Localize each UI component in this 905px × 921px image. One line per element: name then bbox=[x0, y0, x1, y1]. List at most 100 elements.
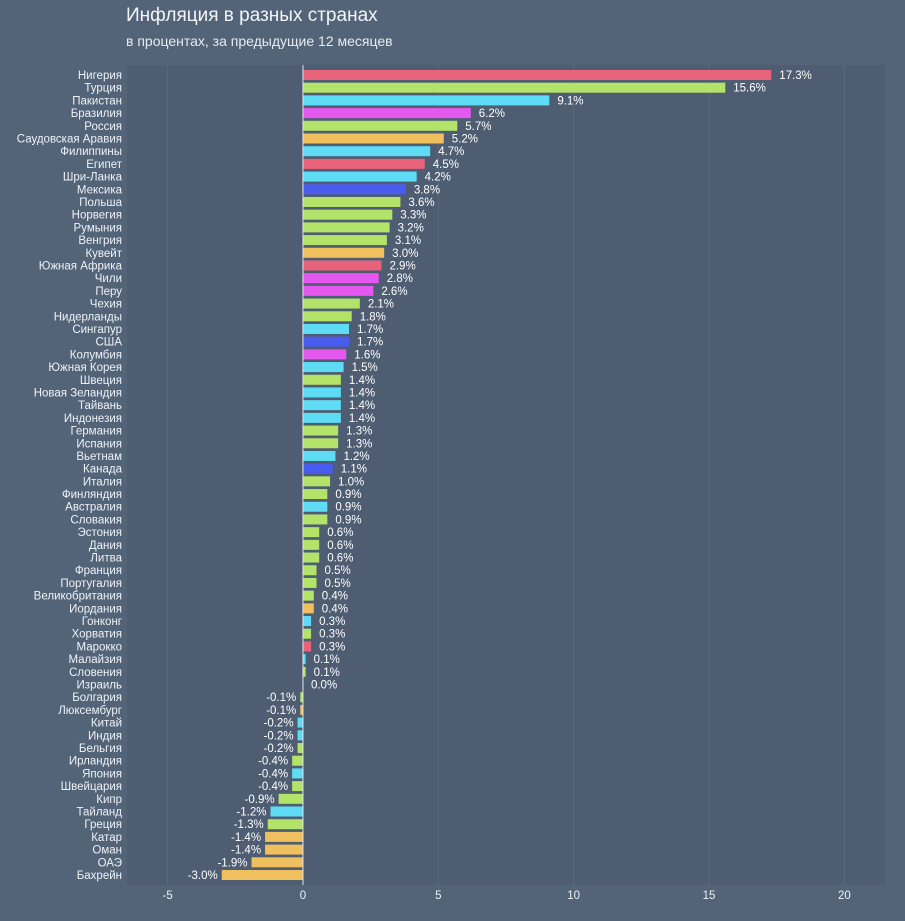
value-label: 4.7% bbox=[438, 146, 464, 158]
category-labels: НигерияТурцияПакистанБразилияРоссияСаудо… bbox=[17, 70, 123, 882]
value-label: 1.6% bbox=[354, 349, 380, 361]
category-label: Южная Корея bbox=[48, 362, 122, 374]
bar bbox=[302, 527, 320, 538]
bar bbox=[302, 412, 341, 423]
category-label: Великобритания bbox=[34, 591, 122, 603]
value-label: -0.4% bbox=[258, 781, 288, 793]
category-label: Венгрия bbox=[78, 235, 122, 247]
category-label: Россия bbox=[84, 121, 122, 133]
value-label: 2.9% bbox=[389, 260, 415, 272]
category-label: Нидерланды bbox=[54, 311, 122, 323]
bar bbox=[297, 743, 303, 754]
value-label: 1.1% bbox=[341, 464, 367, 476]
bar bbox=[302, 603, 314, 614]
bar bbox=[292, 781, 303, 792]
value-label: 0.1% bbox=[314, 667, 340, 679]
category-label: Чили bbox=[95, 273, 122, 285]
value-label: 0.0% bbox=[311, 680, 337, 692]
category-label: Южная Африка bbox=[39, 260, 123, 272]
value-label: 0.9% bbox=[335, 489, 361, 501]
category-label: Болгария bbox=[72, 692, 122, 704]
category-label: Пакистан bbox=[72, 95, 122, 107]
category-label: Тайвань bbox=[78, 400, 122, 412]
category-label: Германия bbox=[70, 426, 122, 438]
bar bbox=[302, 374, 341, 385]
category-label: Сингапур bbox=[72, 324, 122, 336]
bar bbox=[270, 806, 303, 817]
bar bbox=[302, 120, 458, 131]
category-label: Новая Зеландия bbox=[34, 387, 122, 399]
value-label: 0.6% bbox=[327, 540, 353, 552]
category-label: Турция bbox=[84, 83, 122, 95]
bar bbox=[292, 755, 303, 766]
category-label: Перу bbox=[95, 286, 122, 298]
bar bbox=[302, 552, 320, 563]
bar bbox=[302, 489, 328, 500]
value-label: 0.1% bbox=[314, 654, 340, 666]
bar bbox=[302, 222, 390, 233]
bar bbox=[302, 209, 393, 220]
value-label: -0.2% bbox=[264, 718, 294, 730]
x-tick-label: 20 bbox=[838, 890, 851, 902]
chart-title: Инфляция в разных странах bbox=[126, 5, 378, 26]
value-label: 3.2% bbox=[398, 222, 424, 234]
value-label: 0.3% bbox=[319, 629, 345, 641]
category-label: Финляндия bbox=[62, 489, 122, 501]
value-label: 0.3% bbox=[319, 616, 345, 628]
bar bbox=[302, 273, 379, 284]
category-label: Греция bbox=[84, 819, 122, 831]
category-label: Китай bbox=[91, 718, 122, 730]
category-label: Индонезия bbox=[64, 413, 122, 425]
value-label: -0.4% bbox=[258, 768, 288, 780]
value-label: 0.4% bbox=[322, 603, 348, 615]
value-label: -1.2% bbox=[236, 807, 266, 819]
x-tick-label: 15 bbox=[703, 890, 716, 902]
category-label: Бельгия bbox=[79, 743, 122, 755]
value-label: -1.9% bbox=[217, 857, 247, 869]
category-label: Иордания bbox=[69, 603, 122, 615]
bar bbox=[302, 654, 306, 665]
value-label: 4.5% bbox=[433, 159, 459, 171]
bar bbox=[302, 349, 347, 360]
category-label: Словакия bbox=[70, 514, 122, 526]
value-label: 1.3% bbox=[346, 426, 372, 438]
bar bbox=[297, 730, 303, 741]
gridlines bbox=[167, 65, 845, 885]
value-label: 1.7% bbox=[357, 337, 383, 349]
value-label: 1.7% bbox=[357, 324, 383, 336]
bar bbox=[302, 539, 320, 550]
value-label: 17.3% bbox=[779, 70, 812, 82]
value-label: 3.3% bbox=[400, 210, 426, 222]
bar bbox=[302, 95, 550, 106]
value-label: 2.6% bbox=[381, 286, 407, 298]
bar bbox=[302, 425, 339, 436]
value-label: -0.2% bbox=[264, 730, 294, 742]
bar bbox=[302, 336, 349, 347]
category-label: Кувейт bbox=[85, 248, 122, 260]
value-label: 5.2% bbox=[452, 133, 478, 145]
plot-area bbox=[127, 65, 885, 885]
bar bbox=[302, 247, 385, 258]
value-label: 1.8% bbox=[360, 311, 386, 323]
value-label: 0.6% bbox=[327, 527, 353, 539]
category-label: Израиль bbox=[77, 680, 122, 692]
bar bbox=[265, 844, 303, 855]
category-label: Тайланд bbox=[77, 807, 123, 819]
category-label: Колумбия bbox=[70, 349, 122, 361]
bar bbox=[302, 171, 417, 182]
category-label: Португалия bbox=[60, 578, 122, 590]
value-label: -1.3% bbox=[234, 819, 264, 831]
value-label: 1.4% bbox=[349, 387, 375, 399]
value-label: 0.5% bbox=[325, 565, 351, 577]
bar bbox=[302, 70, 772, 80]
bar bbox=[302, 362, 344, 373]
chart-subtitle: в процентах, за предыдущие 12 месяцев bbox=[126, 33, 393, 49]
bar bbox=[302, 400, 341, 411]
category-label: Бахрейн bbox=[77, 870, 122, 882]
value-label: 0.9% bbox=[335, 502, 361, 514]
category-label: Мексика bbox=[77, 184, 123, 196]
bar bbox=[302, 450, 336, 461]
value-label: 0.9% bbox=[335, 514, 361, 526]
category-label: Филиппины bbox=[60, 146, 122, 158]
